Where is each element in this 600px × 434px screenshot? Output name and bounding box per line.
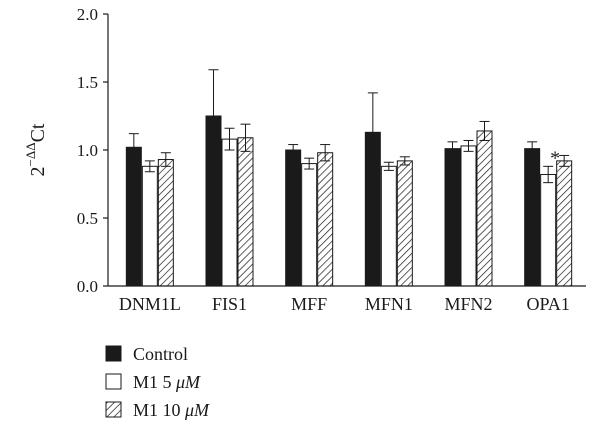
bars: *: [125, 69, 573, 287]
bar: [157, 159, 174, 287]
y-tick-label: 1.0: [77, 141, 98, 160]
x-tick-label: OPA1: [526, 294, 569, 314]
bar: [125, 146, 142, 287]
legend-label: M1 5 μM: [133, 372, 201, 392]
bar: [317, 152, 334, 287]
y-axis: 0.0 0.5 1.0 1.5 2.0: [77, 5, 109, 296]
y-tick-label: 2.0: [77, 5, 98, 24]
bar: [476, 130, 493, 287]
y-axis-label: 2−ΔΔCt: [23, 123, 49, 176]
x-tick-label: MFN1: [365, 294, 413, 314]
legend-label: Control: [133, 344, 188, 364]
legend-swatch: [105, 373, 122, 390]
x-tick-label: MFN2: [444, 294, 492, 314]
x-axis: DNM1L FIS1 MFF MFN1 MFN2 OPA1: [108, 285, 586, 314]
bar: [141, 165, 158, 287]
y-axis-label-base: 2: [27, 166, 49, 176]
y-tick-label: 0.5: [77, 209, 98, 228]
bar: [285, 149, 302, 287]
x-tick-label: DNM1L: [119, 294, 181, 314]
bar: [556, 160, 573, 287]
bar: [444, 148, 461, 287]
y-axis-label-tail: Ct: [27, 123, 49, 142]
y-tick-label: 1.5: [77, 73, 98, 92]
legend-label-text: M1 10: [133, 400, 185, 420]
legend-swatch: [105, 345, 122, 362]
bar: [221, 138, 238, 287]
x-tick-label: MFF: [291, 294, 327, 314]
bar: [460, 145, 477, 287]
bar: [524, 148, 541, 287]
bar: [237, 137, 254, 287]
bar: [396, 160, 413, 287]
legend-label-unit: μM: [184, 400, 210, 420]
bar: [301, 163, 318, 287]
legend-swatch: [105, 401, 122, 418]
x-tick-label: FIS1: [212, 294, 247, 314]
bar: [380, 165, 397, 287]
legend-label: M1 10 μM: [133, 400, 210, 420]
legend-label-unit: μM: [175, 372, 201, 392]
y-tick-label: 0.0: [77, 277, 98, 296]
bar: [205, 115, 222, 287]
y-axis-label-superscript: −ΔΔ: [23, 142, 38, 166]
bar: [540, 173, 557, 287]
significance-marker: *: [550, 147, 560, 169]
bar: [364, 131, 381, 287]
legend-label-text: M1 5: [133, 372, 176, 392]
